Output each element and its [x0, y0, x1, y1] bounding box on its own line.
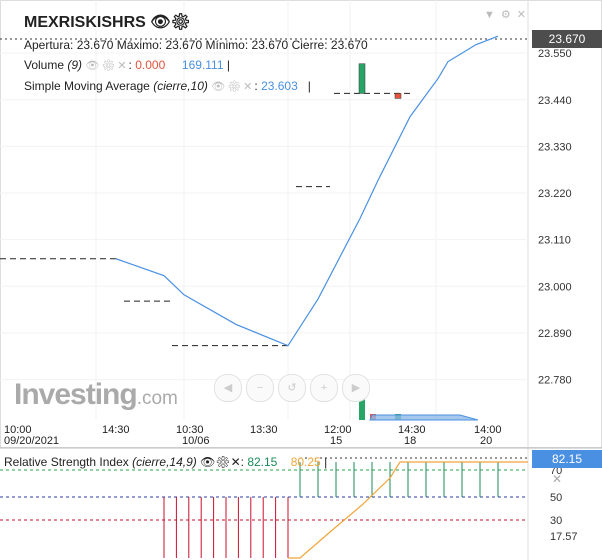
y-tick-label: 23.000 — [538, 281, 572, 293]
y-tick-label: 22.780 — [538, 375, 572, 387]
x-tick-label: 13:30 — [250, 424, 278, 436]
rsi-value-box: 82.15 — [532, 450, 602, 468]
rsi-close-icon: ✕ — [552, 472, 562, 486]
close-icon[interactable]: ✕ — [516, 9, 532, 21]
open-value: 23.670 — [76, 38, 114, 52]
low-value: 23.670 — [251, 38, 289, 52]
chart-navigation: ◀ − ↺ + ▶ — [214, 374, 374, 402]
rsi-value-2: 80.25 — [290, 455, 321, 469]
y-tick-label: 23.440 — [538, 95, 572, 107]
close-icon[interactable]: ✕ — [117, 60, 129, 72]
eye-icon[interactable]: 👁 — [200, 455, 216, 469]
x-tick-sublabel: 15 — [330, 435, 342, 447]
logo-text: Investing — [14, 378, 138, 411]
sma-label: Simple Moving Average — [24, 79, 150, 93]
volume-value-2: 169.111 — [181, 58, 224, 72]
gear-icon[interactable]: ⚙ — [101, 60, 118, 72]
symbol-title: MEXRISKISHRS 👁⚙ — [24, 12, 191, 32]
y-tick-label: 22.890 — [538, 328, 572, 340]
zoom-out-icon[interactable]: − — [246, 374, 274, 402]
rsi-legend: Relative Strength Index (cierre,14,9) 👁⚙… — [4, 455, 328, 469]
rsi-level-label: 50 — [550, 492, 562, 504]
x-tick-label: 12:00 — [324, 424, 352, 436]
open-label: Apertura: — [24, 38, 74, 52]
volume-label: Volume — [24, 58, 65, 72]
x-tick-sublabel: 10/06 — [182, 435, 210, 447]
logo-suffix: .com — [136, 388, 178, 409]
zoom-in-icon[interactable]: + — [310, 374, 338, 402]
collapse-icon[interactable]: ▼ — [484, 9, 501, 21]
low-label: Mínimo: — [205, 38, 249, 52]
close-icon[interactable]: ✕ — [230, 455, 241, 469]
volume-param: (9) — [67, 58, 83, 72]
gear-icon[interactable]: ⚙ — [170, 14, 191, 31]
x-tick-sublabel: 18 — [404, 435, 416, 447]
sma-param: (cierre,10) — [153, 79, 208, 93]
symbol-text: MEXRISKISHRS — [24, 14, 146, 31]
x-tick-label: 14:30 — [398, 424, 426, 436]
high-value: 23.670 — [165, 38, 203, 52]
rsi-label: Relative Strength Index — [4, 455, 129, 469]
candle — [394, 93, 402, 99]
y-tick-label: 23.330 — [538, 141, 572, 153]
rsi-param: (cierre,14,9) — [132, 455, 197, 469]
volume-ma-area — [369, 414, 479, 421]
window-controls: ▼⚙✕ — [484, 8, 532, 21]
rsi-level-label: 70 — [550, 465, 562, 477]
ohlc-legend: Apertura: 23.670 Máximo: 23.670 Mínimo: … — [24, 38, 368, 52]
eye-icon[interactable]: 👁 — [211, 81, 228, 93]
scroll-right-icon[interactable]: ▶ — [342, 374, 370, 402]
rsi-signal-line — [288, 461, 528, 559]
x-tick-label: 14:30 — [102, 424, 130, 436]
sma-value: 23.603 — [261, 79, 298, 93]
y-tick-label: 23.110 — [538, 235, 571, 247]
scroll-left-icon[interactable]: ◀ — [214, 374, 242, 402]
gear-icon[interactable]: ⚙ — [215, 455, 231, 469]
y-tick-label: 23.550 — [538, 48, 572, 60]
close-value: 23.670 — [330, 38, 368, 52]
rsi-value-1: 82.15 — [247, 455, 278, 469]
investing-logo: Investing.com — [14, 378, 178, 412]
sma-line — [115, 35, 499, 347]
gear-icon[interactable]: ⚙ — [500, 9, 517, 21]
eye-icon[interactable]: 👁 — [85, 60, 102, 72]
eye-icon[interactable]: 👁 — [150, 14, 171, 31]
last-price-box: 23.670 — [532, 30, 602, 48]
rsi-level-label: 17.57 — [550, 531, 578, 543]
close-icon[interactable]: ✕ — [243, 81, 255, 93]
candle — [358, 63, 366, 94]
volume-legend: Volume (9) 👁⚙✕: 0.000 169.111 | — [24, 58, 230, 72]
x-tick-label: 14:00 — [474, 424, 502, 436]
x-tick-label: 10:30 — [176, 424, 204, 436]
gear-icon[interactable]: ⚙ — [227, 81, 244, 93]
y-tick-label: 23.220 — [538, 188, 572, 200]
sma-legend: Simple Moving Average (cierre,10) 👁⚙✕: 2… — [24, 79, 311, 93]
x-tick-sublabel: 09/20/2021 — [4, 435, 59, 447]
x-tick-label: 10:00 — [4, 424, 32, 436]
x-tick-sublabel: 20 — [480, 435, 492, 447]
volume-value-1: 0.000 — [135, 58, 166, 72]
rsi-level-label: 30 — [550, 515, 562, 527]
close-label: Cierre: — [291, 38, 328, 52]
high-label: Máximo: — [116, 38, 163, 52]
reset-zoom-icon[interactable]: ↺ — [278, 374, 306, 402]
